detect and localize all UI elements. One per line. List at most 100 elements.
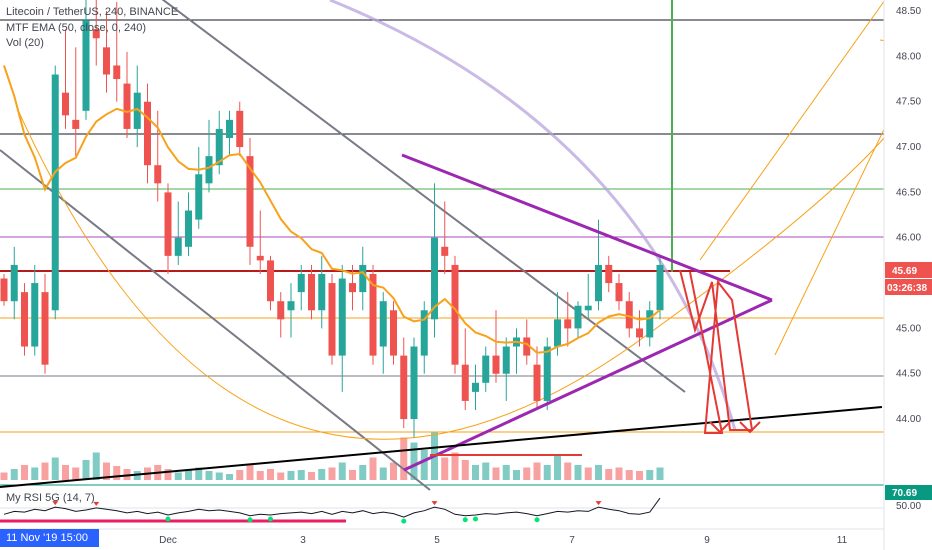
candle[interactable] — [349, 264, 356, 311]
rsi-line[interactable] — [3, 497, 661, 518]
rsi-sell-marker — [93, 501, 100, 506]
candle[interactable] — [226, 110, 233, 157]
candle[interactable] — [174, 201, 182, 265]
candle[interactable] — [144, 83, 151, 184]
candle[interactable] — [595, 219, 602, 311]
candle[interactable] — [236, 101, 244, 157]
candle[interactable] — [0, 274, 8, 306]
candle[interactable] — [410, 337, 418, 438]
candle[interactable] — [246, 138, 254, 265]
candle[interactable] — [636, 310, 643, 347]
volume-legend[interactable]: Vol (20) — [6, 37, 44, 49]
candle[interactable] — [195, 147, 203, 229]
volume-bar — [636, 471, 643, 480]
candle[interactable] — [205, 119, 213, 193]
candle[interactable] — [400, 337, 408, 429]
candle[interactable] — [297, 264, 305, 311]
ema-legend[interactable]: MTF EMA (50, close, 0, 240) — [6, 22, 146, 34]
candle[interactable] — [584, 274, 592, 320]
candle[interactable] — [615, 274, 623, 311]
ema-line[interactable] — [3, 65, 661, 354]
candle[interactable] — [62, 29, 69, 129]
candle[interactable] — [564, 292, 572, 347]
channel-lower-line[interactable] — [0, 149, 431, 491]
candle[interactable] — [492, 310, 500, 383]
horizontal-levels — [0, 0, 884, 486]
candle[interactable] — [215, 110, 223, 175]
candle[interactable] — [123, 51, 131, 138]
candle[interactable] — [185, 192, 192, 256]
candle-body — [215, 128, 223, 166]
candle[interactable] — [103, 11, 110, 93]
candle[interactable] — [154, 110, 162, 202]
candle[interactable] — [72, 47, 80, 157]
candle[interactable] — [369, 264, 377, 365]
candle[interactable] — [574, 301, 582, 338]
candle[interactable] — [605, 255, 613, 293]
candle[interactable] — [51, 65, 59, 320]
rsi-pane — [0, 497, 884, 524]
candle[interactable] — [308, 264, 315, 320]
rsi-legend[interactable]: My RSI 5G (14, 7) — [6, 492, 95, 504]
volume-bar — [482, 462, 490, 480]
candle[interactable] — [133, 65, 141, 148]
volume-bar — [472, 465, 479, 480]
triangle-upper-line[interactable] — [401, 153, 773, 302]
candle[interactable] — [656, 255, 664, 320]
price-axis-tick: 44.50 — [896, 369, 921, 380]
candle[interactable] — [523, 319, 531, 365]
candle[interactable] — [21, 283, 28, 356]
candle[interactable] — [420, 301, 428, 374]
long-trend-line[interactable] — [0, 406, 883, 488]
triangle-lower-line[interactable] — [403, 298, 773, 472]
candle[interactable] — [267, 255, 274, 311]
crosshair-date-label: 11 Nov '19 15:00 — [0, 529, 99, 547]
candle[interactable] — [554, 292, 561, 356]
candle[interactable] — [431, 183, 438, 338]
candle[interactable] — [10, 246, 18, 320]
projection-arrowheads — [709, 421, 761, 434]
candle[interactable] — [31, 264, 39, 356]
candle[interactable] — [82, 0, 90, 120]
volume-bar — [328, 467, 336, 480]
candle-body — [51, 74, 59, 311]
candle[interactable] — [513, 328, 520, 374]
candle[interactable] — [164, 183, 172, 274]
candle-body — [636, 328, 643, 338]
candle[interactable] — [41, 274, 49, 374]
candle[interactable] — [328, 274, 336, 365]
candle[interactable] — [92, 0, 100, 66]
candle[interactable] — [502, 337, 510, 401]
candle[interactable] — [256, 210, 264, 274]
candle-body — [656, 264, 664, 311]
price-axis-tick: 45.00 — [896, 323, 921, 334]
candle[interactable] — [113, 2, 121, 102]
candle[interactable] — [287, 283, 295, 338]
volume-bar — [164, 469, 172, 480]
projection-path[interactable] — [679, 269, 754, 434]
candle[interactable] — [338, 264, 346, 392]
candle[interactable] — [277, 292, 285, 338]
rising-orange-line-2[interactable] — [699, 0, 886, 261]
arc-curve[interactable] — [329, 0, 737, 431]
candle[interactable] — [482, 346, 490, 392]
volume-bar — [236, 470, 244, 480]
candle[interactable] — [359, 246, 367, 311]
candle[interactable] — [543, 337, 551, 410]
candle[interactable] — [318, 255, 326, 329]
volume-bar — [308, 472, 315, 480]
candle[interactable] — [441, 201, 449, 274]
candle[interactable] — [379, 292, 387, 374]
candle[interactable] — [625, 292, 633, 338]
symbol-legend[interactable]: Litecoin / TetherUS, 240, BINANCE — [6, 6, 179, 18]
candle[interactable] — [390, 301, 397, 365]
candle[interactable] — [533, 346, 541, 410]
volume-bar — [605, 469, 613, 480]
parabola-curve[interactable] — [17, 39, 923, 440]
candle[interactable] — [646, 301, 654, 347]
candle[interactable] — [461, 328, 469, 410]
volume-bar — [369, 457, 377, 480]
candle[interactable] — [451, 255, 459, 374]
candle[interactable] — [472, 364, 479, 410]
